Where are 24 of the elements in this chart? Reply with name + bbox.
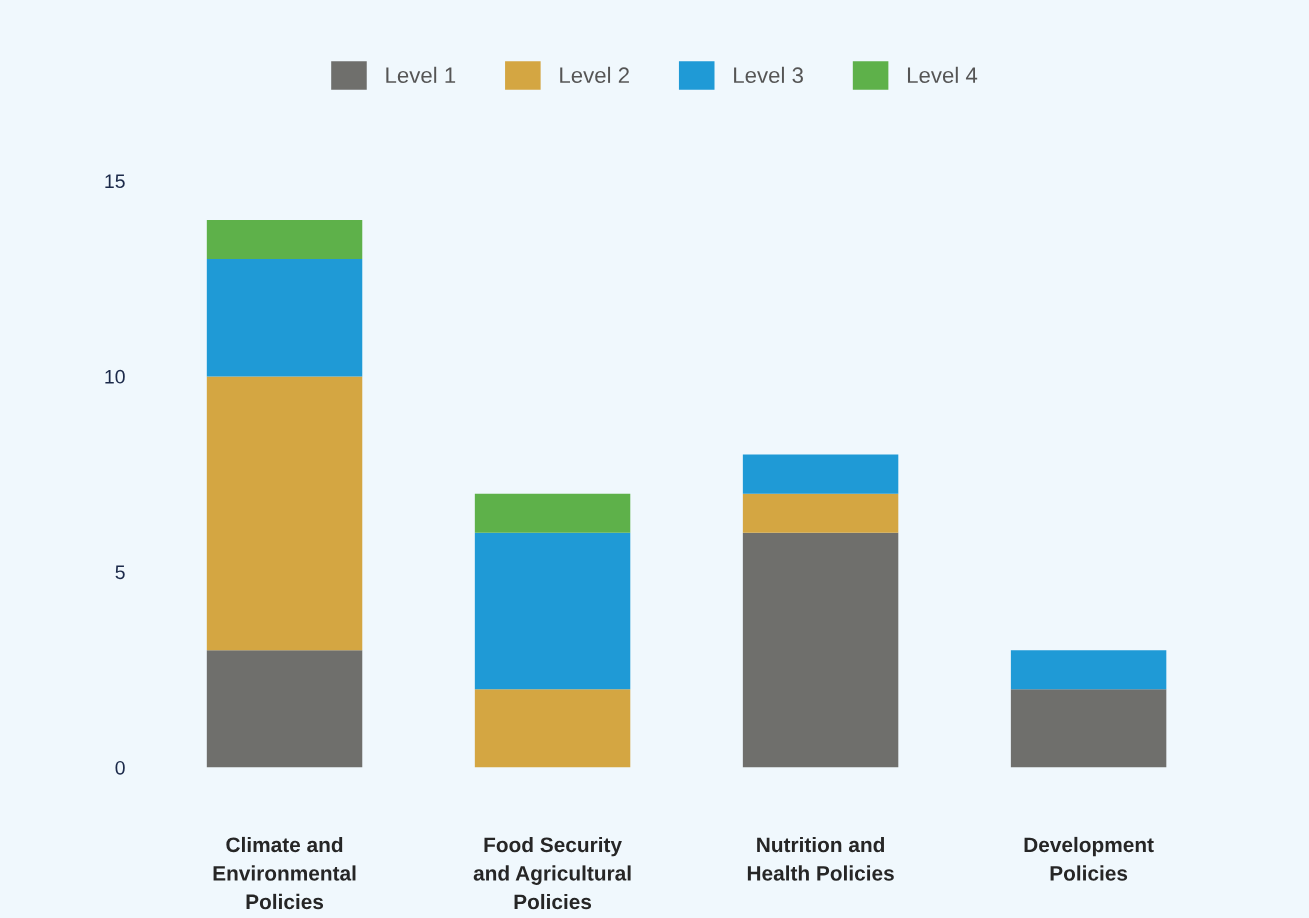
x-tick-label: Food Security and Agricultural Policies (473, 836, 631, 910)
legend-label: Level 1 (386, 66, 456, 84)
bar (474, 493, 631, 533)
bar (474, 689, 631, 768)
bar (206, 259, 363, 377)
bar (206, 650, 363, 768)
bar (1010, 650, 1167, 690)
bar (1010, 689, 1167, 768)
y-tick-label: 15 (105, 174, 125, 189)
legend-label: Level 4 (907, 66, 978, 84)
x-tick-label: Climate and Environmental Policies (213, 836, 356, 910)
bar (474, 532, 631, 690)
bar (742, 532, 899, 768)
bar (742, 454, 899, 494)
y-tick-label: 5 (115, 565, 125, 580)
legend-label: Level 2 (560, 66, 629, 84)
y-tick-label: 10 (105, 369, 125, 384)
legend-label: Level 3 (734, 66, 803, 84)
bar (206, 376, 363, 651)
bar (742, 493, 899, 533)
bar (206, 219, 363, 260)
x-tick-label: Development Policies (1024, 836, 1154, 881)
y-tick-label: 0 (115, 760, 125, 775)
x-tick-label: Nutrition and Health Policies (747, 836, 894, 881)
